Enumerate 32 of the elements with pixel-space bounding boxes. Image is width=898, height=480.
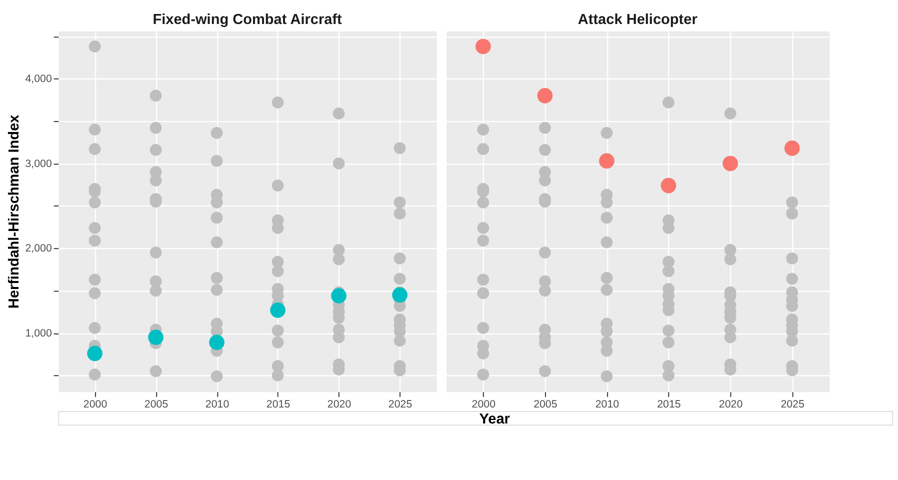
point — [392, 287, 408, 303]
x-tick-label: 2010 — [595, 398, 620, 411]
x-tick-label: 2010 — [205, 398, 230, 411]
x-tick-label: 2025 — [780, 398, 804, 411]
y-tick-label: 3,000 — [25, 158, 52, 170]
x-axis-title: Year — [479, 412, 510, 428]
point — [599, 153, 614, 169]
point — [784, 140, 800, 156]
point — [660, 178, 676, 194]
x-tick-label: 2005 — [144, 398, 168, 411]
x-tick-label: 2000 — [472, 398, 496, 411]
x-tick-label: 2015 — [266, 398, 290, 411]
x-tick-label: 2020 — [327, 398, 352, 411]
x-tick-label: 2025 — [388, 398, 412, 411]
chart-title: Attack Helicopter — [578, 12, 698, 28]
chart-title: Fixed-wing Combat Aircraft — [152, 12, 342, 28]
y-tick-label: 2,000 — [25, 242, 52, 255]
point — [331, 288, 346, 304]
point — [475, 38, 491, 54]
y-axis-title: Herfindahl-Hirschman Index — [6, 114, 22, 309]
x-tick-label: 2015 — [657, 398, 681, 411]
point — [722, 156, 738, 172]
point — [270, 302, 286, 318]
y-tick-label: 4,000 — [25, 73, 52, 86]
point — [537, 88, 553, 104]
x-tick-label: 2020 — [718, 398, 743, 411]
x-tick-label: 2000 — [83, 398, 108, 411]
point — [209, 334, 224, 350]
point — [148, 330, 164, 345]
x-tick-label: 2005 — [534, 398, 558, 411]
point — [87, 346, 102, 362]
y-tick-label: 1,000 — [25, 327, 52, 340]
